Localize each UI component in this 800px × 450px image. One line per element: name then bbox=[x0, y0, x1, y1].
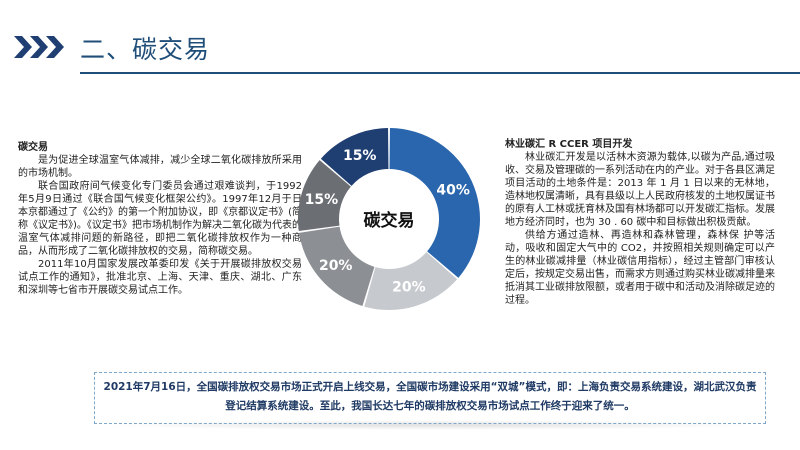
right-paragraph: 供给方通过造林、再造林和森林管理，森林保 护等活动，吸收和固定大气中的 CO2，… bbox=[505, 230, 775, 306]
pie-slice bbox=[364, 252, 458, 310]
title-divider bbox=[80, 72, 800, 74]
slice-label: 20% bbox=[319, 258, 353, 274]
forestry-carbon-text: 林业碳汇 R CCER 项目开发 林业碳汇开发是以活林木资源为载体,以碳为产品,… bbox=[505, 138, 775, 307]
donut-center-label: 碳交易 bbox=[364, 210, 415, 231]
slice-label: 40% bbox=[436, 183, 470, 199]
slice-label: 20% bbox=[392, 280, 426, 296]
box-shadow bbox=[96, 420, 764, 430]
left-heading: 碳交易 bbox=[18, 142, 48, 153]
summary-text: 2021年7月16日，全国碳排放权交易市场正式开启上线交易，全国碳市场建设采用“… bbox=[103, 381, 757, 412]
pie-slice bbox=[298, 160, 351, 232]
pie-slice bbox=[320, 128, 389, 186]
donut-chart: 40% 20% 20% 15% 15% 碳交易 bbox=[298, 128, 480, 310]
pie-slice bbox=[389, 128, 480, 278]
header: 二、碳交易 bbox=[0, 0, 800, 80]
left-paragraph: 2011年10月国家发展改革委印发《关于开展碳排放权交易试点工作的通知》，批准北… bbox=[18, 259, 302, 296]
right-heading: 林业碳汇 R CCER 项目开发 bbox=[505, 139, 633, 150]
page-title: 二、碳交易 bbox=[80, 35, 211, 64]
left-paragraph: 联合国政府间气候变化专门委员会通过艰难谈判，于1992年5月9日通过《联合国气候… bbox=[18, 181, 302, 257]
pie-slice bbox=[299, 226, 375, 307]
left-paragraph: 是为促进全球温室气体减排，减少全球二氧化碳排放所采用的市场机制。 bbox=[18, 155, 302, 179]
slice-label: 15% bbox=[343, 148, 377, 164]
right-paragraph: 林业碳汇开发是以活林木资源为载体,以碳为产品,通过吸收、交易及管理碳的一系列活动… bbox=[505, 152, 775, 228]
slice-label: 15% bbox=[305, 192, 339, 208]
chevron-right-icon bbox=[14, 36, 64, 58]
summary-box bbox=[94, 372, 766, 424]
carbon-trading-text: 碳交易 是为促进全球温室气体减排，减少全球二氧化碳排放所采用的市场机制。 联合国… bbox=[18, 141, 302, 297]
